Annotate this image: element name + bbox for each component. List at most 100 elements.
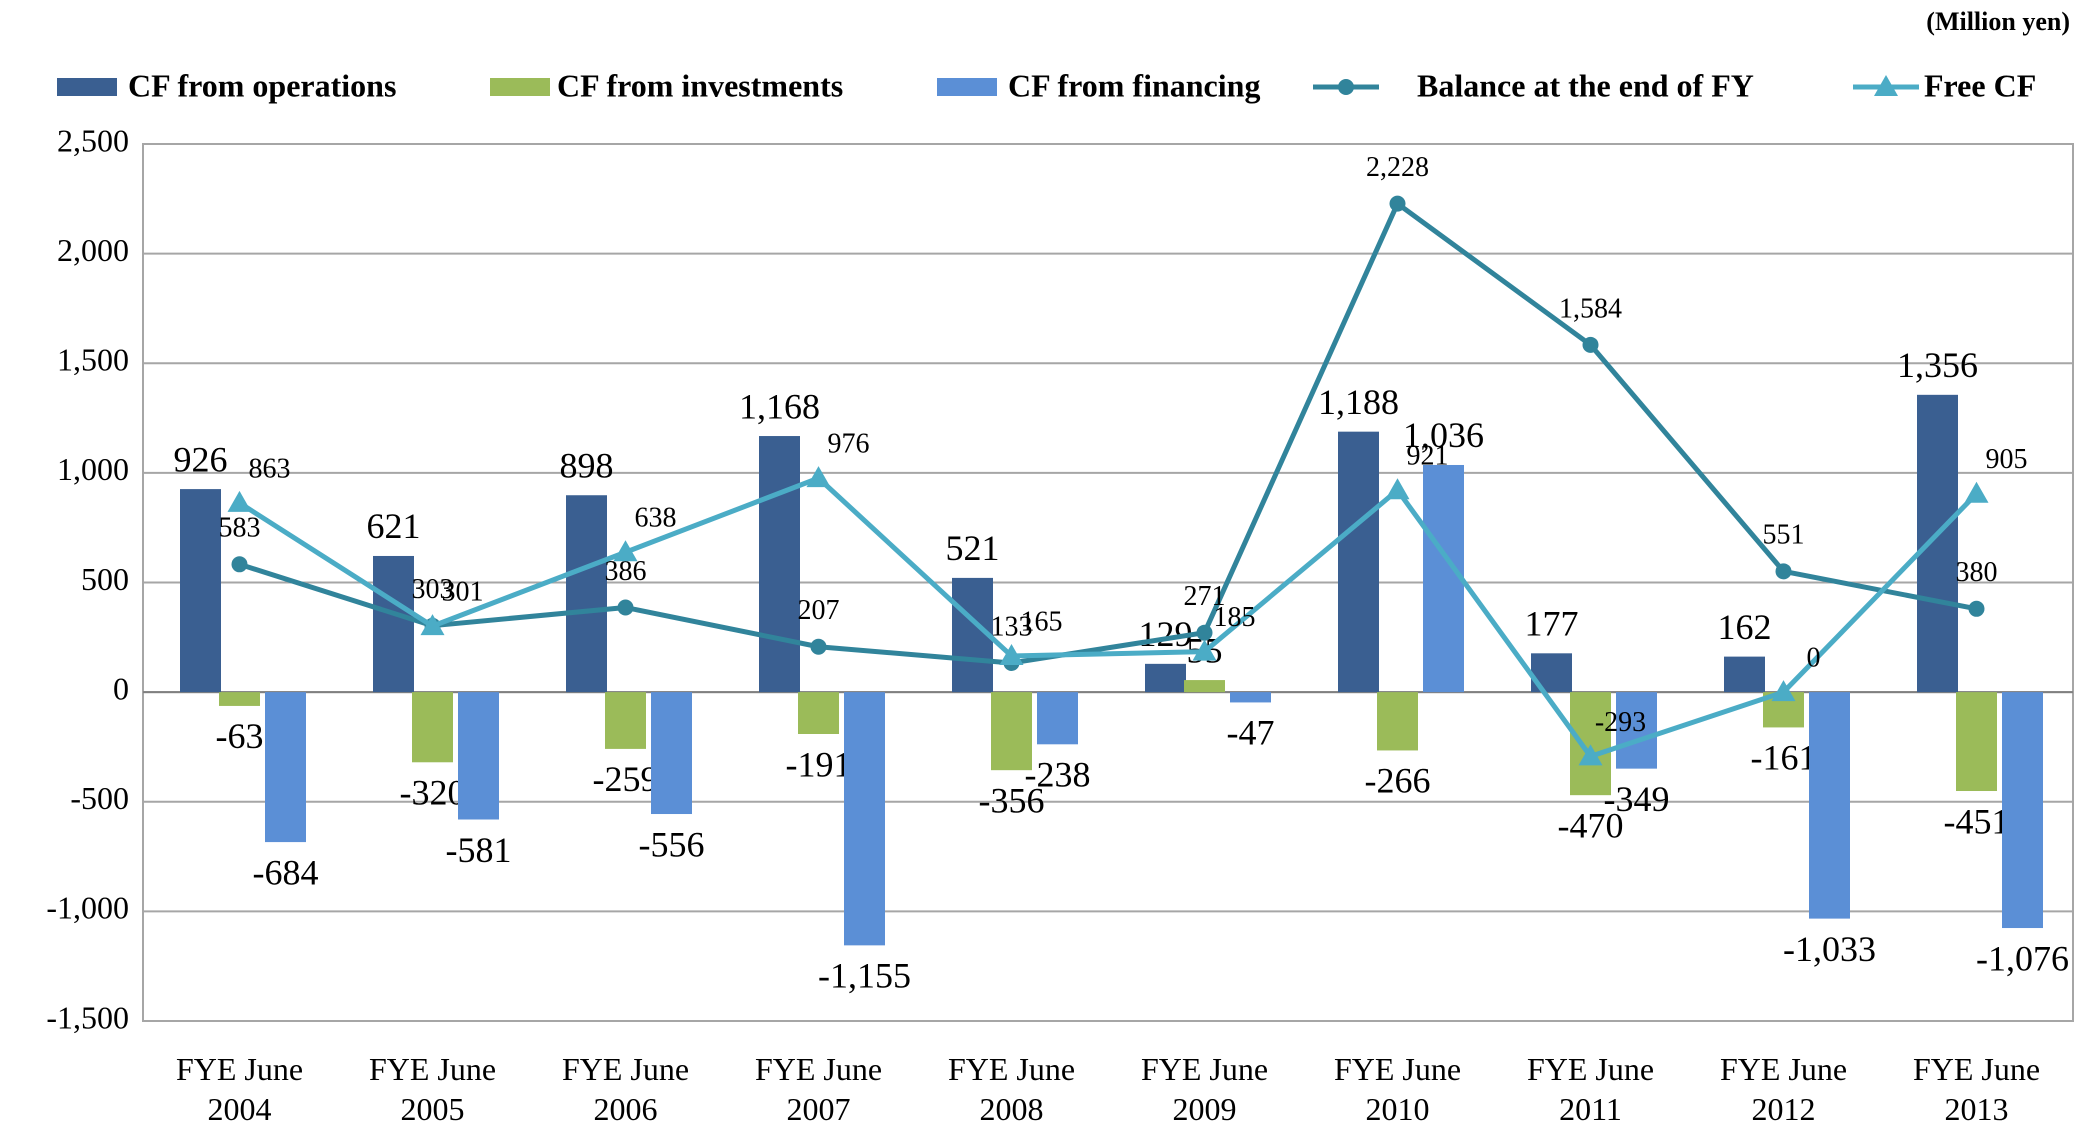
x-tick-box: FYE June 2005 <box>368 1051 497 1121</box>
data-label: -556 <box>639 824 705 864</box>
data-label: 177 <box>1525 604 1579 644</box>
data-label: 1,356 <box>1897 345 1978 385</box>
bar <box>373 555 414 693</box>
data-label: 863 <box>249 453 291 484</box>
bar <box>991 692 1032 771</box>
line-marker <box>810 638 827 655</box>
x-tick-box: FYE June 2004 <box>175 1051 304 1121</box>
data-label: 1,584 <box>1559 293 1622 324</box>
bar <box>844 692 885 946</box>
x-tick-label: FYE June 2012 <box>1719 1051 1848 1121</box>
data-label: 1,188 <box>1318 382 1399 422</box>
line-marker <box>806 466 831 488</box>
line <box>238 475 1979 759</box>
bar <box>458 692 499 820</box>
line-marker <box>1582 336 1599 353</box>
data-label: -320 <box>400 773 466 813</box>
data-label: 521 <box>946 528 1000 568</box>
x-tick-label: FYE June 2011 <box>1526 1051 1655 1121</box>
data-label: 1,036 <box>1403 415 1484 455</box>
bar <box>1184 680 1225 693</box>
y-tick-label: 2,500 <box>57 122 129 158</box>
data-label: 271 <box>1184 581 1226 612</box>
legend-swatch <box>490 78 550 96</box>
legend-marker <box>1874 75 1898 96</box>
data-label: 583 <box>219 513 261 544</box>
y-tick-label: 1,000 <box>57 451 129 487</box>
unit-label: (Million yen) <box>1926 7 2070 36</box>
bar <box>1956 692 1997 792</box>
bar <box>1423 464 1464 693</box>
data-label: -1,033 <box>1783 929 1876 969</box>
y-tick-label: 2,000 <box>57 232 129 268</box>
y-tick-label: -1,500 <box>46 999 129 1035</box>
y-tick-label: 500 <box>81 561 129 597</box>
x-tick-label: FYE June 2004 <box>175 1051 304 1121</box>
legend-marker <box>1338 79 1354 95</box>
plot-frame <box>142 143 2074 1022</box>
data-label: 185 <box>1214 602 1256 633</box>
legend-label: CF from investments <box>557 67 843 103</box>
y-tick-label: 0 <box>113 670 129 706</box>
legend-swatch <box>57 78 117 96</box>
x-tick-label: FYE June 2006 <box>561 1051 690 1121</box>
line-marker <box>1389 195 1406 212</box>
data-label: 638 <box>635 503 677 534</box>
x-tick-label: FYE June 2013 <box>1912 1051 2041 1121</box>
data-label: 162 <box>1718 607 1772 647</box>
data-label: 207 <box>798 595 840 626</box>
bar <box>759 436 800 693</box>
line-marker <box>1196 624 1213 641</box>
data-label: -451 <box>1944 801 2010 841</box>
data-label: -161 <box>1751 738 1817 778</box>
data-label: -293 <box>1595 707 1646 738</box>
data-label: 303 <box>412 574 454 605</box>
data-label: -1,155 <box>818 956 911 996</box>
line-marker <box>1775 563 1792 580</box>
bar <box>605 692 646 749</box>
x-tick-label: FYE June 2010 <box>1333 1051 1462 1121</box>
data-label: 0 <box>1807 643 1821 674</box>
data-label: -356 <box>979 780 1045 820</box>
data-label: -238 <box>1025 755 1091 795</box>
x-tick-box: FYE June 2009 <box>1140 1051 1269 1121</box>
bar <box>1570 692 1611 796</box>
y-tick-label: -1,000 <box>46 890 129 926</box>
data-label: 2,228 <box>1366 152 1429 183</box>
data-label: 380 <box>1956 557 1998 588</box>
bar <box>1616 692 1657 769</box>
x-tick-box: FYE June 2010 <box>1333 1051 1462 1121</box>
data-label: 165 <box>1021 606 1063 637</box>
data-label: 921 <box>1407 441 1449 472</box>
line-marker <box>420 614 445 636</box>
x-tick-label: FYE June 2009 <box>1140 1051 1269 1121</box>
data-label: -191 <box>786 744 852 784</box>
data-label: 551 <box>1763 520 1805 551</box>
line-marker <box>227 490 252 512</box>
data-label: -47 <box>1227 713 1275 753</box>
legend-label: CF from operations <box>128 67 396 103</box>
bar <box>1377 692 1418 751</box>
data-label: -1,076 <box>1976 938 2069 978</box>
legend-label: Balance at the end of FY <box>1417 67 1754 103</box>
bar <box>265 692 306 843</box>
bar <box>219 692 260 706</box>
x-tick-box: FYE June 2013 <box>1912 1051 2041 1121</box>
line <box>238 201 1977 666</box>
line-marker <box>1192 639 1217 661</box>
legend-label: CF from financing <box>1008 67 1260 103</box>
bar <box>1230 692 1271 703</box>
x-tick-label: FYE June 2005 <box>368 1051 497 1121</box>
line-marker <box>231 556 248 573</box>
legend-swatch <box>937 78 997 96</box>
x-tick-box: FYE June 2012 <box>1719 1051 1848 1121</box>
data-label: 898 <box>560 446 614 486</box>
line-marker <box>1578 744 1603 766</box>
line-marker <box>1964 481 1989 503</box>
bar <box>1809 692 1850 919</box>
bar <box>651 692 692 815</box>
x-tick-label: FYE June 2008 <box>947 1051 1076 1121</box>
y-tick-label: 1,500 <box>57 342 129 378</box>
line-marker <box>1385 478 1410 500</box>
